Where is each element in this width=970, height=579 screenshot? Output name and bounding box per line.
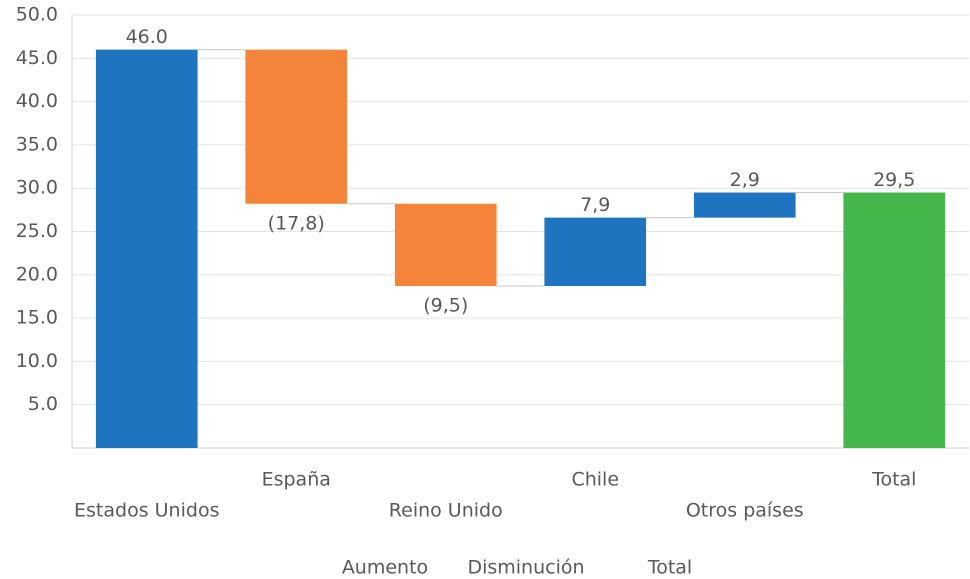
legend-label: Aumento <box>342 557 428 579</box>
x-tick-label: Otros países <box>686 500 804 522</box>
value-label: 7,9 <box>580 194 610 216</box>
value-label: (17,8) <box>268 212 325 234</box>
bar <box>843 192 946 448</box>
y-tick-label: 5.0 <box>28 393 58 415</box>
x-tick-label: Total <box>871 469 916 491</box>
y-tick-label: 10.0 <box>16 350 58 372</box>
x-tick-label: Estados Unidos <box>74 500 219 522</box>
value-label: 2,9 <box>730 169 760 191</box>
legend-label: Disminución <box>467 557 584 579</box>
bar <box>245 49 348 204</box>
y-tick-label: 45.0 <box>16 47 58 69</box>
x-tick-label: España <box>262 469 331 491</box>
y-tick-label: 50.0 <box>16 4 58 26</box>
legend-label: Total <box>647 557 692 579</box>
bar <box>394 203 497 287</box>
y-tick-label: 35.0 <box>16 133 58 155</box>
bar <box>693 192 796 218</box>
bar <box>544 217 647 287</box>
x-tick-label: Chile <box>571 469 619 491</box>
value-label: (9,5) <box>423 295 468 317</box>
value-label: 29,5 <box>873 169 915 191</box>
bar <box>95 49 198 448</box>
value-label: 46.0 <box>126 26 168 48</box>
y-tick-label: 30.0 <box>16 177 58 199</box>
y-tick-label: 40.0 <box>16 90 58 112</box>
y-tick-label: 15.0 <box>16 307 58 329</box>
x-tick-label: Reino Unido <box>389 500 503 522</box>
y-tick-label: 20.0 <box>16 263 58 285</box>
y-tick-label: 25.0 <box>16 220 58 242</box>
